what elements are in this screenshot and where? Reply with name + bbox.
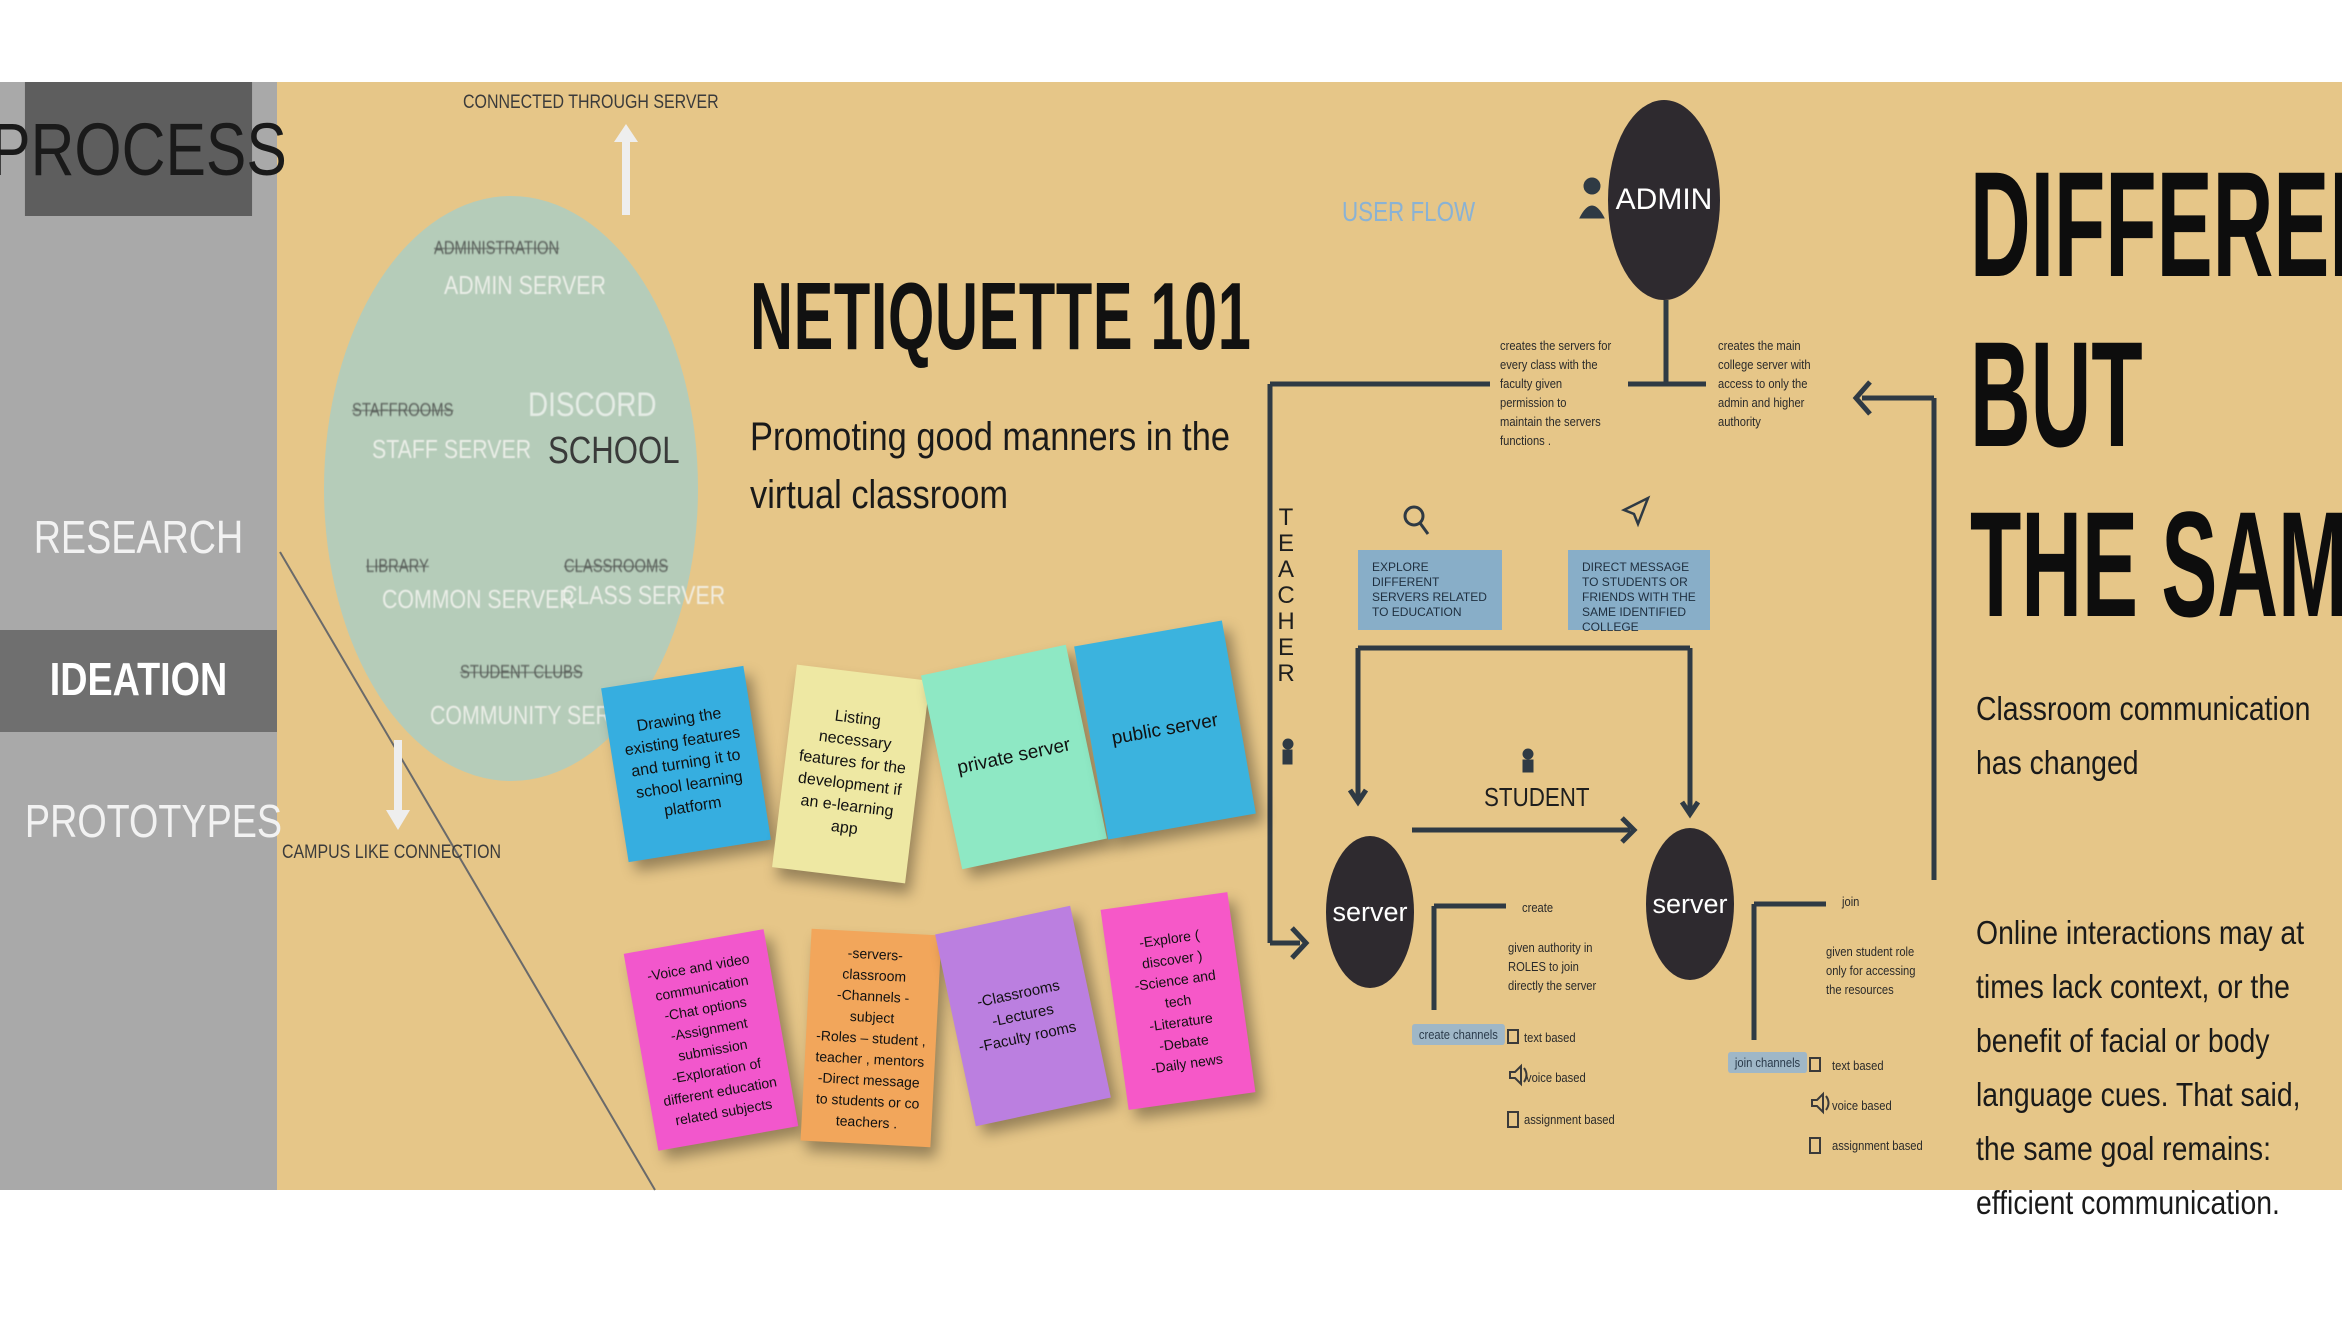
join-channels-chip[interactable]: join channels [1728,1052,1808,1073]
sidebar-title: PROCESS [0,82,287,216]
server-label: server [1652,888,1728,919]
server-label: ADMIN SERVER [444,270,606,300]
student-label: STUDENT [1484,782,1590,812]
option-text-based: text based [1524,1030,1576,1045]
option-voice-based: voice based [1832,1098,1892,1113]
headline-line-1: DIFFERENT [1970,140,2342,308]
sticky-note: Listing necessary features for the devel… [772,664,930,884]
sticky-note: Drawing the existing features and turnin… [601,665,771,863]
classroom-communication-text: Classroom communication has changed [1976,690,2311,781]
join-action-label: join [1842,894,1860,909]
explore-servers-box: EXPLORE DIFFERENT SERVERS RELATED TO EDU… [1358,550,1502,630]
sidebar-item-prototypes[interactable]: PROTOTYPES [24,795,283,847]
server-category: STAFFROOMS [352,400,454,420]
page-title: NETIQUETTE 101 [750,263,1252,370]
page-subtitle: Promoting good manners in the virtual cl… [750,415,1230,517]
send-icon [1620,495,1651,528]
option-text-based: text based [1832,1058,1884,1073]
server-label: COMMON SERVER [382,584,575,614]
server-category: STUDENT CLUBS [460,662,583,682]
headline-line-3: THE SAME [1970,480,2342,648]
sticky-note-text: -Explore ( discover ) -Science and tech … [1133,925,1224,1076]
server-node-left[interactable]: server [1326,836,1414,988]
search-icon [1403,505,1430,535]
sticky-note-text: -Classrooms -Lectures -Faculty rooms [975,976,1078,1056]
server-node-right[interactable]: server [1646,828,1734,980]
sticky-note-text: private server [955,734,1073,779]
sticky-note-text: Drawing the existing features and turnin… [623,704,744,820]
online-interactions-text: Online interactions may at times lack co… [1976,914,2305,1221]
admin-label: ADMIN [1615,183,1713,216]
sticky-note-text: -servers- classroom -Channels - subject … [815,944,927,1131]
create-channels-chip[interactable]: create channels [1412,1024,1505,1045]
sidebar-item-ideation[interactable]: IDEATION [49,653,228,705]
server-category: CLASSROOMS [564,556,669,576]
server-label: CLASS SERVER [562,580,726,610]
server-left-note: given authority in ROLES to join directl… [1508,940,1597,993]
server-category: LIBRARY [366,556,429,576]
create-action-label: create [1522,900,1554,915]
headline-line-2: BUT [1970,310,2143,478]
direct-message-box: DIRECT MESSAGE TO STUDENTS OR FRIENDS WI… [1568,550,1710,634]
sidebar-active-highlight [0,630,277,732]
campus-like-connection-label: CAMPUS LIKE CONNECTION [282,842,502,863]
sticky-note-text: public server [1110,709,1220,750]
server-category: ADMINISTRATION [434,238,560,258]
admin-left-note: creates the servers for every class with… [1500,338,1612,448]
sticky-note-text: Listing necessary features for the devel… [797,707,907,839]
sticky-note: -servers- classroom -Channels - subject … [800,928,942,1148]
admin-right-note: creates the main college server with acc… [1718,338,1811,429]
user-flow-label: USER FLOW [1342,196,1476,227]
discord-label: DISCORD [528,386,657,424]
option-assignment-based: assignment based [1832,1138,1923,1153]
option-assignment-based: assignment based [1524,1112,1615,1127]
option-voice-based: voice based [1526,1070,1586,1085]
teacher-label: TEACHER [1277,504,1295,687]
connected-through-server-label: CONNECTED THROUGH SERVER [463,92,719,113]
process-sidebar: PROCESS RESEARCH IDEATION PROTOTYPES [0,82,287,1190]
sidebar-item-research[interactable]: RESEARCH [33,511,244,563]
admin-node[interactable]: ADMIN [1608,100,1720,300]
server-label: STAFF SERVER [372,434,532,464]
school-label: SCHOOL [548,430,680,472]
server-label: server [1332,896,1408,927]
server-right-note: given student role only for accessing th… [1826,944,1916,997]
sticky-note-text: -Voice and video communication -Chat opt… [645,950,779,1129]
